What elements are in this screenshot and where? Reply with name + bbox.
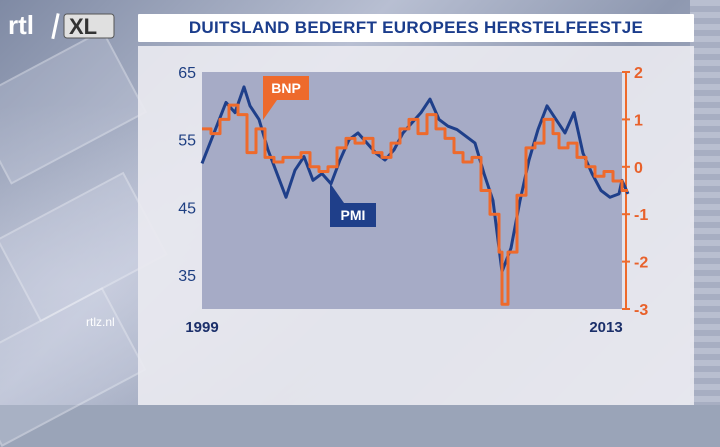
y-right-tick-label: 2 (634, 65, 643, 82)
x-tick-label: 1999 (185, 319, 218, 336)
y-right-tick-label: -2 (634, 255, 648, 272)
y-right-tick-label: 0 (634, 160, 643, 177)
series-name: BNP (271, 80, 301, 96)
y-right-tick-label: 1 (634, 112, 643, 129)
left-axis: 35 45 55 65 (178, 65, 196, 285)
y-left-tick-label: 35 (178, 268, 196, 285)
y-right-tick-label: -1 (634, 207, 648, 224)
y-left-tick-label: 55 (178, 133, 196, 150)
series-name: PMI (341, 207, 366, 223)
y-left-tick-label: 45 (178, 200, 196, 217)
y-left-tick-label: 65 (178, 65, 196, 82)
y-right-tick-label: -3 (634, 302, 648, 319)
x-tick-label: 2013 (589, 319, 622, 336)
chart: 35 45 55 65 -3 -2 -1 0 1 2 1999 2013 PMI BNP (0, 0, 720, 405)
x-axis: 1999 2013 (185, 319, 622, 336)
